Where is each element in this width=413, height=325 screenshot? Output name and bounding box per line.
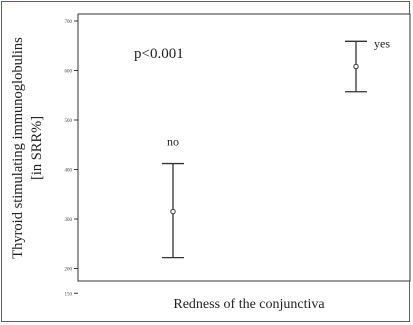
plot-area bbox=[77, 13, 411, 282]
category-label-no: no bbox=[167, 135, 179, 149]
y-tick-label: 500 bbox=[65, 119, 73, 124]
y-axis-label-line-2: [in SRR%] bbox=[29, 116, 45, 180]
y-tick-label: 400 bbox=[65, 169, 73, 174]
p-value-annotation: p<0.001 bbox=[134, 46, 184, 62]
x-axis-label: Redness of the conjunctiva bbox=[173, 297, 325, 312]
category-label-yes: yes bbox=[374, 36, 390, 50]
y-tick-label: 700 bbox=[65, 20, 73, 25]
y-tick-label: 150 bbox=[65, 292, 73, 297]
y-axis: 700 600 500 400 300 200 150 bbox=[65, 20, 78, 297]
mean-point-yes bbox=[353, 63, 359, 70]
mean-point-no bbox=[170, 208, 176, 215]
y-tick-label: 300 bbox=[65, 218, 73, 223]
data-marks: no yes bbox=[162, 36, 390, 259]
y-tick-label: 200 bbox=[65, 268, 73, 273]
y-tick-label: 600 bbox=[65, 70, 73, 75]
y-axis-label-line-1: Thyroid stimulating immunoglobulins bbox=[10, 37, 26, 259]
